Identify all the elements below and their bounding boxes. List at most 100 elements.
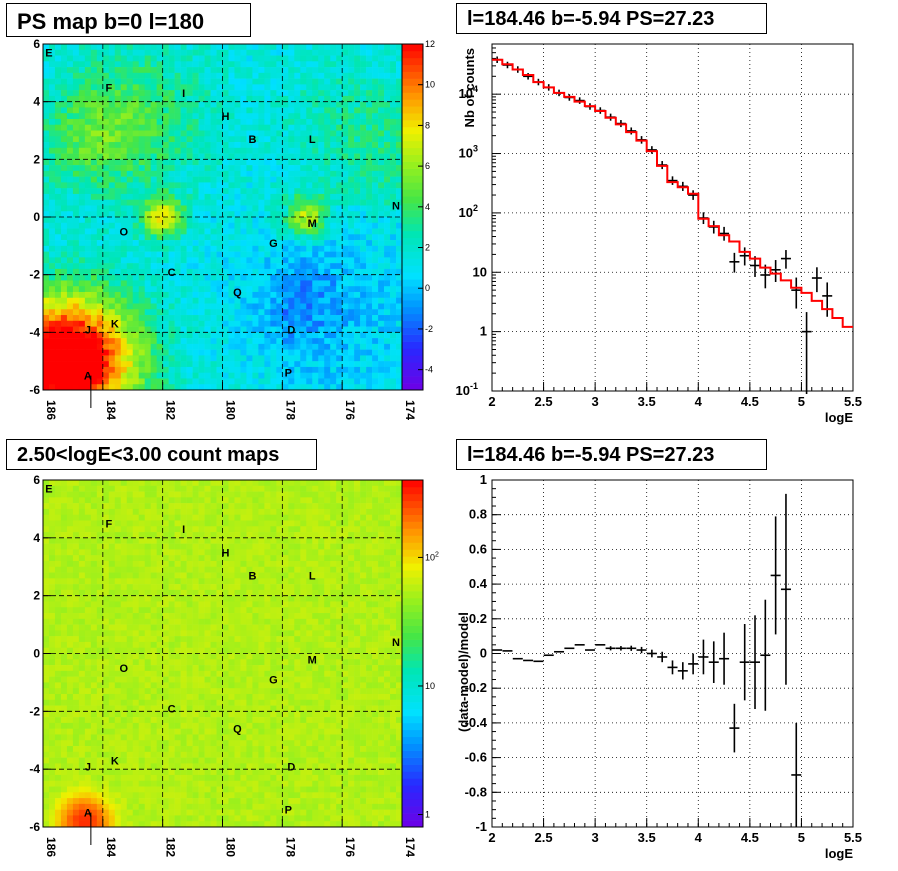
- residual-x-tick-label: 4: [695, 830, 703, 845]
- count-map-source-label: L: [309, 570, 316, 582]
- count-map-source-label: K: [111, 755, 119, 767]
- residual-x-tick-label: 2: [488, 830, 495, 845]
- spectrum-model-line: [492, 58, 853, 328]
- count-map-y-tick-label: 4: [33, 531, 40, 545]
- count-map-x-tick-label: 178: [283, 837, 297, 857]
- count-map-y-tick-label: 6: [33, 473, 40, 487]
- spectrum-x-tick-label: 3: [592, 394, 599, 409]
- ps-map-source-label: M: [308, 218, 317, 230]
- count-map-colorbar-tick-label: 102: [425, 551, 439, 562]
- spectrum-frame: [491, 43, 854, 392]
- ps-map-source-label: A: [84, 371, 92, 383]
- count-map-source-label: O: [119, 663, 128, 675]
- ps-map-source-label: P: [285, 368, 292, 380]
- ps-map-colorbar-tick-label: -2: [425, 324, 433, 334]
- ps-map-source-label: N: [392, 200, 400, 212]
- ps-map-x-tick-label: 180: [224, 400, 238, 420]
- ps-map-source-label: Q: [233, 287, 242, 299]
- count-map-x-tick-label: 180: [224, 837, 238, 857]
- count-map-source-label: I: [182, 524, 185, 536]
- residual-x-tick-label: 5.5: [844, 830, 862, 845]
- ps-map-x-tick-label: 178: [283, 400, 297, 420]
- count-map-source-label: E: [45, 484, 52, 496]
- ps-map-title: PS map b=0 l=180: [6, 3, 251, 37]
- ps-map-y-tick-label: -6: [29, 383, 40, 397]
- ps-map-source-label: J: [85, 324, 91, 336]
- ps-map-source-label: K: [111, 319, 119, 331]
- spectrum-y-axis-label: Nb of counts: [462, 48, 477, 127]
- ps-map-colorbar-tick-label: 6: [425, 161, 430, 171]
- count-map-source-label: Q: [233, 724, 242, 736]
- ps-map-y-tick-label: -4: [29, 325, 40, 339]
- ps-map-colorbar-tick-label: 4: [425, 202, 430, 212]
- count-map-colorbar-tick-label: 10: [425, 681, 435, 691]
- spectrum-x-tick-label: 2.5: [535, 394, 553, 409]
- ps-map-y-tick-label: -2: [29, 268, 40, 282]
- ps-map-source-label: O: [119, 226, 128, 238]
- ps-map-x-tick-label: 186: [44, 400, 58, 420]
- residual-title: l=184.46 b=-5.94 PS=27.23: [456, 439, 767, 470]
- ps-map-x-tick-label: 176: [343, 400, 357, 420]
- ps-map-x-tick-label: 182: [164, 400, 178, 420]
- count-map-x-tick-label: 174: [403, 837, 417, 857]
- ps-map-source-label: F: [105, 82, 112, 94]
- count-map-x-tick-label: 184: [104, 837, 118, 857]
- spectrum-x-tick-label: 4: [695, 394, 703, 409]
- ps-map-source-label: D: [287, 324, 295, 336]
- spectrum-x-tick-label: 5.5: [844, 394, 862, 409]
- count-map-source-label: G: [269, 675, 278, 687]
- spectrum-y-tick-label: 1: [480, 324, 487, 339]
- ps-map-source-label: E: [45, 48, 52, 60]
- count-map-y-tick-label: -6: [29, 820, 40, 834]
- count-map-colorbar: [402, 480, 423, 828]
- count-map-y-tick-label: -4: [29, 762, 40, 776]
- count-map-source-label: A: [84, 808, 92, 820]
- count-map-y-tick-label: -2: [29, 704, 40, 718]
- residual-y-tick-label: 0: [480, 646, 487, 661]
- ps-map-source-label: C: [168, 267, 176, 279]
- spectrum-y-tick-label: 102: [459, 203, 478, 220]
- residual-y-tick-label: 0.6: [469, 541, 487, 556]
- spectrum-title: l=184.46 b=-5.94 PS=27.23: [456, 3, 767, 34]
- ps-map-y-tick-label: 6: [33, 37, 40, 51]
- spectrum-y-tick-label: 10-1: [456, 381, 478, 398]
- ps-map-source-label: B: [248, 134, 256, 146]
- residual-y-tick-label: 0.2: [469, 611, 487, 626]
- ps-map-colorbar-frame: [401, 43, 424, 391]
- count-map-source-label: P: [285, 805, 292, 817]
- residual-x-tick-label: 3: [592, 830, 599, 845]
- spectrum-x-tick-label: 4.5: [741, 394, 759, 409]
- count-map-source-label: N: [392, 637, 400, 649]
- ps-map-y-tick-label: 2: [33, 152, 40, 166]
- count-map-title: 2.50<logE<3.00 count maps: [6, 439, 317, 470]
- count-map-source-label: F: [105, 518, 112, 530]
- residual-y-tick-label: -0.8: [465, 784, 487, 799]
- residual-y-tick-label: -0.6: [465, 750, 487, 765]
- ps-map-colorbar-tick-label: 8: [425, 120, 430, 130]
- residual-y-tick-label: 1: [480, 472, 487, 487]
- spectrum-x-tick-label: 3.5: [638, 394, 656, 409]
- count-map-x-tick-label: 182: [164, 837, 178, 857]
- ps-map-source-label: I: [182, 88, 185, 100]
- ps-map-x-tick-label: 184: [104, 400, 118, 420]
- residual-x-tick-label: 5: [798, 830, 805, 845]
- residual-y-tick-label: -0.4: [465, 715, 488, 730]
- count-map-source-label: H: [222, 547, 230, 559]
- residual-x-tick-label: 3.5: [638, 830, 656, 845]
- ps-map-source-label: G: [269, 238, 278, 250]
- ps-map-colorbar-tick-label: -4: [425, 365, 433, 375]
- ps-map-x-tick-label: 174: [403, 400, 417, 420]
- residual-y-tick-label: 0.8: [469, 507, 487, 522]
- residual-y-tick-label: -1: [475, 819, 487, 834]
- count-map-source-label: D: [287, 761, 295, 773]
- ps-map-colorbar: [402, 44, 423, 391]
- residual-y-tick-label: -0.2: [465, 680, 487, 695]
- ps-map-source-label: H: [222, 111, 230, 123]
- count-map-colorbar-frame: [401, 479, 424, 828]
- spectrum-y-tick-label: 10: [473, 264, 487, 279]
- residual-x-tick-label: 4.5: [741, 830, 759, 845]
- residual-x-tick-label: 2.5: [535, 830, 553, 845]
- spectrum-x-tick-label: 5: [798, 394, 805, 409]
- count-map-source-label: B: [248, 570, 256, 582]
